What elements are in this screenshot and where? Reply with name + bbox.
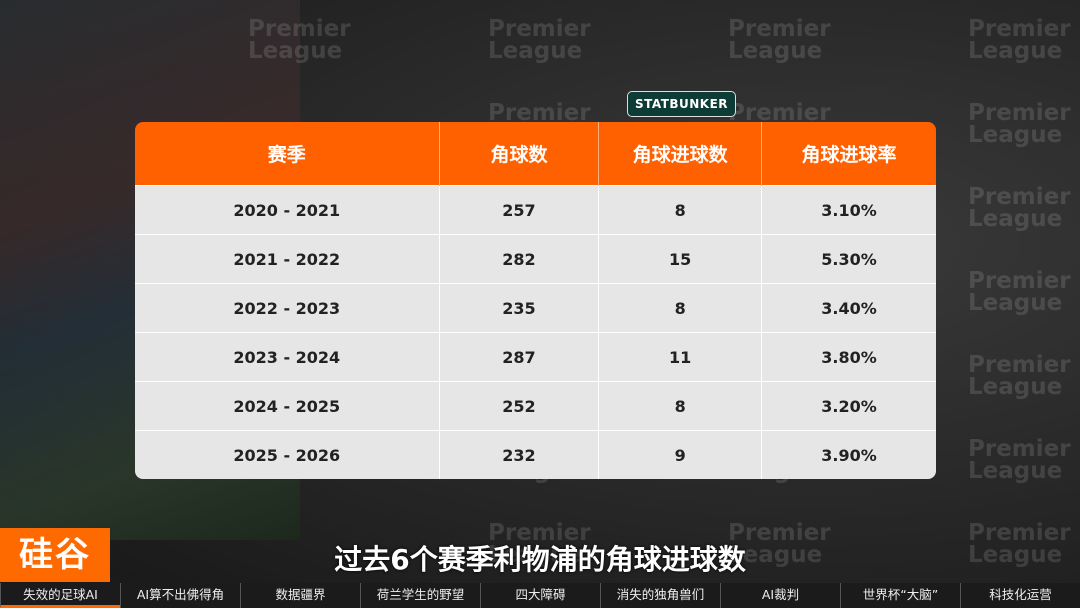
- header-row: 赛季 角球数 角球进球数 角球进球率: [135, 122, 936, 186]
- watermark-line: League: [968, 458, 1063, 484]
- watermark-line: Premier: [248, 16, 351, 42]
- watermark-line: League: [968, 542, 1063, 568]
- nav-item[interactable]: 荷兰学生的野望: [360, 583, 480, 608]
- nav-item[interactable]: 数据疆界: [240, 583, 360, 608]
- table-cell: 11: [598, 332, 762, 382]
- table-cell: 2023 - 2024: [135, 332, 440, 382]
- table-cell: 257: [438, 185, 599, 235]
- watermark-line: League: [968, 206, 1063, 232]
- table-cell: 5.30%: [760, 234, 936, 284]
- table-cell: 3.80%: [760, 332, 936, 382]
- watermark-line: Premier: [968, 268, 1071, 294]
- nav-item[interactable]: 科技化运营: [960, 583, 1080, 608]
- watermark-line: League: [968, 374, 1063, 400]
- nav-item[interactable]: 四大障碍: [480, 583, 600, 608]
- watermark-line: Premier: [968, 436, 1071, 462]
- table-row: 2021 - 2022 282 15 5.30%: [135, 234, 936, 284]
- table-cell: 2020 - 2021: [135, 185, 440, 235]
- watermark-line: League: [488, 542, 583, 568]
- table-row: 2022 - 2023 235 8 3.40%: [135, 283, 936, 333]
- table-cell: 2024 - 2025: [135, 381, 440, 431]
- watermark-line: League: [248, 38, 343, 64]
- watermark-line: Premier: [968, 520, 1071, 546]
- nav-item[interactable]: 失效的足球AI: [0, 583, 120, 608]
- subtitle: 过去6个赛季利物浦的角球进球数: [334, 543, 746, 576]
- table-row: 2020 - 2021 257 8 3.10%: [135, 185, 936, 235]
- table-cell: 232: [438, 430, 599, 479]
- watermark-line: Premier: [968, 352, 1071, 378]
- table-cell: 287: [438, 332, 599, 382]
- watermark-line: Premier: [968, 100, 1071, 126]
- watermark-line: Premier: [728, 16, 831, 42]
- watermark-line: League: [968, 38, 1063, 64]
- header-cell: 角球进球数: [598, 122, 762, 186]
- table-cell: 2022 - 2023: [135, 283, 440, 333]
- table-cell: 252: [438, 381, 599, 431]
- table-row: 2023 - 2024 287 11 3.80%: [135, 332, 936, 382]
- table-cell: 15: [598, 234, 762, 284]
- table-row: 2024 - 2025 252 8 3.20%: [135, 381, 936, 431]
- logo: 硅谷: [0, 528, 110, 582]
- watermark-line: League: [728, 542, 823, 568]
- table-row: 2025 - 2026 232 9 3.90%: [135, 430, 936, 479]
- header-cell: 角球数: [438, 122, 599, 186]
- watermark-line: Premier: [968, 184, 1071, 210]
- table-cell: 3.90%: [760, 430, 936, 479]
- watermark-line: Premier: [488, 100, 591, 126]
- nav-item[interactable]: 消失的独角兽们: [600, 583, 720, 608]
- table-cell: 9: [598, 430, 762, 479]
- watermark-line: League: [968, 290, 1063, 316]
- table-cell: 3.10%: [760, 185, 936, 235]
- header-cell: 角球进球率: [760, 122, 936, 186]
- watermark-line: Premier: [488, 16, 591, 42]
- header-cell: 赛季: [135, 122, 440, 186]
- watermark-line: Premier: [968, 16, 1071, 42]
- source-badge: STATBUNKER: [627, 91, 736, 117]
- watermark-line: League: [728, 38, 823, 64]
- nav-item[interactable]: 世界杯“大脑”: [840, 583, 960, 608]
- watermark-line: Premier: [728, 520, 831, 546]
- table-cell: 282: [438, 234, 599, 284]
- table-cell: 3.20%: [760, 381, 936, 431]
- table-cell: 8: [598, 381, 762, 431]
- nav-item[interactable]: AI裁判: [720, 583, 840, 608]
- table-cell: 8: [598, 185, 762, 235]
- table-cell: 3.40%: [760, 283, 936, 333]
- chapter-nav: 失效的足球AI AI算不出佛得角 数据疆界 荷兰学生的野望 四大障碍 消失的独角兽们 AI裁…: [0, 583, 1080, 608]
- watermark-line: Premier: [488, 520, 591, 546]
- watermark-line: League: [968, 122, 1063, 148]
- table-cell: 2025 - 2026: [135, 430, 440, 479]
- nav-item[interactable]: AI算不出佛得角: [120, 583, 240, 608]
- watermark-line: Premier: [728, 100, 831, 126]
- stats-table: 赛季 角球数 角球进球数 角球进球率 2020 - 2021 257 8 3.10% 2021 …: [135, 122, 936, 479]
- watermark-line: League: [488, 38, 583, 64]
- table-cell: 235: [438, 283, 599, 333]
- table-cell: 2021 - 2022: [135, 234, 440, 284]
- table-cell: 8: [598, 283, 762, 333]
